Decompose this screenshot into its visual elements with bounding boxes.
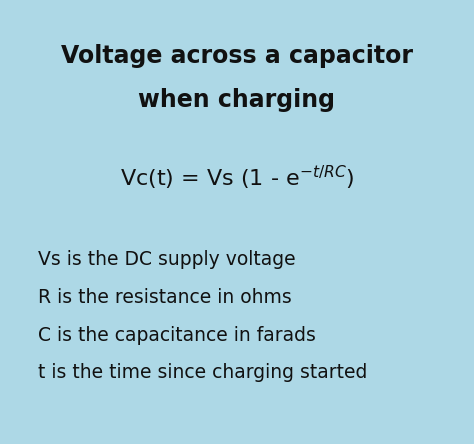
Text: C is the capacitance in farads: C is the capacitance in farads xyxy=(38,326,316,345)
Text: Voltage across a capacitor: Voltage across a capacitor xyxy=(61,44,413,67)
Text: when charging: when charging xyxy=(138,88,336,112)
Text: R is the resistance in ohms: R is the resistance in ohms xyxy=(38,288,292,307)
Text: Vc(t) = Vs (1 - e$^{-t/RC}$): Vc(t) = Vs (1 - e$^{-t/RC}$) xyxy=(120,163,354,192)
Text: Vs is the DC supply voltage: Vs is the DC supply voltage xyxy=(38,250,296,269)
Text: t is the time since charging started: t is the time since charging started xyxy=(38,364,367,382)
